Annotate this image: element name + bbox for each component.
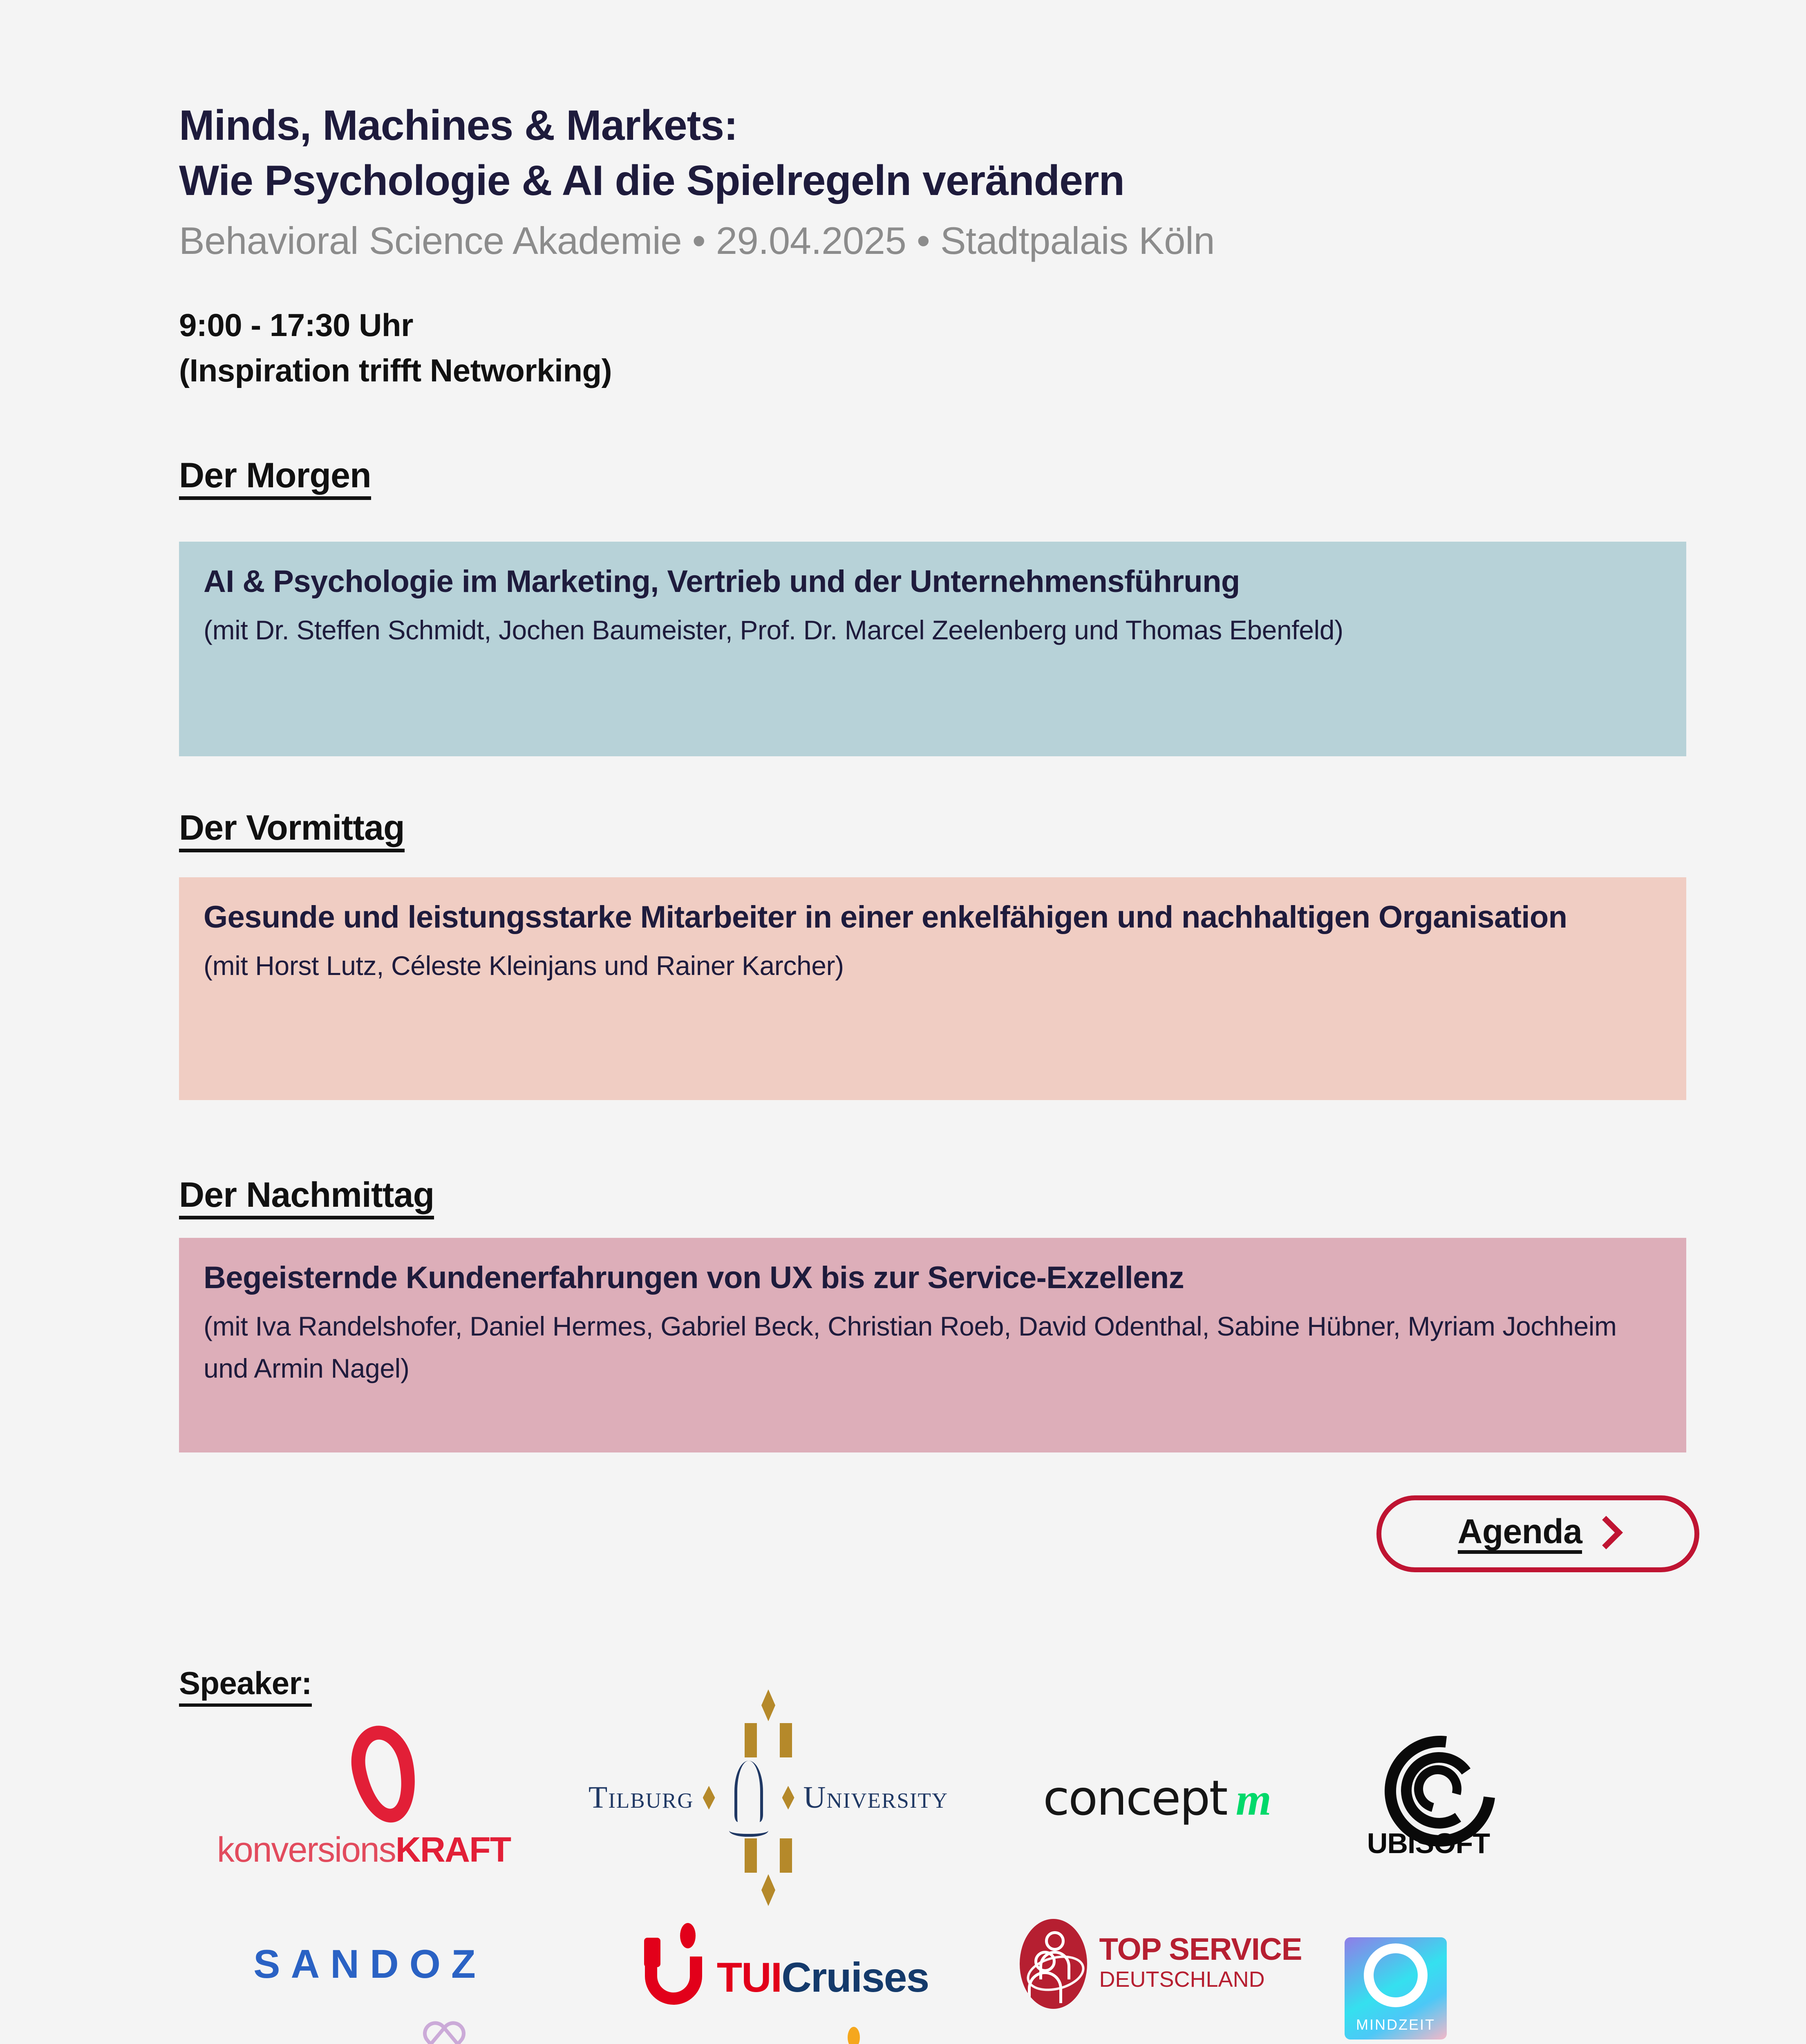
poster-header: Minds, Machines & Markets: Wie Psycholog… — [179, 98, 1691, 267]
tilburg-crest-icon — [724, 1759, 773, 1837]
speakers-heading-text: Speaker: — [179, 1665, 312, 1707]
page-title-line1: Minds, Machines & Markets: — [179, 102, 738, 149]
tilburg-top-ornament-icon — [761, 1689, 775, 1721]
section-heading-morgen: Der Morgen — [179, 458, 371, 500]
ubisoft-wordmark: UBISOFT — [1367, 1827, 1490, 1859]
session-speakers-nachmittag: (mit Iva Randelshofer, Daniel Hermes, Ga… — [204, 1311, 1617, 1384]
event-time-line2: (Inspiration trifft Networking) — [179, 352, 612, 388]
logo-tui-cruises: TUICruises — [576, 1923, 993, 2005]
session-speakers-morgen: (mit Dr. Steffen Schmidt, Jochen Baumeis… — [204, 615, 1343, 645]
logo-mindzeit: MINDZEIT — [1328, 1937, 1463, 2040]
session-title-nachmittag: Begeisternde Kundenerfahrungen von UX bi… — [204, 1260, 1184, 1295]
event-time: 9:00 - 17:30 Uhr (Inspiration trifft Net… — [179, 303, 1405, 393]
heartprint-heart-icon — [418, 2016, 471, 2044]
agenda-button[interactable]: Agenda — [1376, 1495, 1699, 1572]
top-service-wordmark: TOP SERVICE DEUTSCHLAND — [1099, 1932, 1302, 1992]
tilburg-bottom-bars-icon — [745, 1838, 792, 1873]
logo-sandoz: SANDOZ — [163, 1941, 576, 1987]
tilburg-diamond-right-icon — [782, 1786, 794, 1810]
session-block-morgen: AI & Psychologie im Marketing, Vertrieb … — [179, 542, 1686, 756]
tilburg-diamond-left-icon — [703, 1786, 715, 1810]
concept-m-wordmark: concept m — [1043, 1769, 1271, 1826]
logo-top-service-deutschland: TOP SERVICE DEUTSCHLAND — [993, 1919, 1328, 2009]
session-title-vormittag: Gesunde und leistungsstarke Mitarbeiter … — [204, 900, 1567, 935]
logo-row-1: konversionsKRAFT Tilburg University — [163, 1689, 1700, 1906]
page-subtitle: Behavioral Science Akademie • 29.04.2025… — [179, 219, 1215, 262]
session-speakers-vormittag: (mit Horst Lutz, Céleste Kleinjans und R… — [204, 950, 844, 981]
top-service-people-icon — [1019, 1919, 1087, 2009]
tui-cruises-wordmark: TUICruises — [716, 1954, 930, 2001]
konversionskraft-mark-icon — [344, 1720, 425, 1829]
sandoz-wordmark: SANDOZ — [253, 1941, 486, 1986]
logo-ubisoft: UBISOFT — [1341, 1713, 1518, 1869]
konversionskraft-wordmark: konversionsKRAFT — [217, 1830, 511, 1869]
ubisoft-swirl-icon — [1362, 1713, 1518, 1869]
forwardservice-dot-icon — [848, 2026, 860, 2044]
logo-row-2: SANDOZ TUICruises TOP SERVICE DEUTSCHLAN… — [163, 1888, 1700, 2040]
tilburg-top-bars-icon — [745, 1723, 792, 1757]
logo-concept-m: concept m — [973, 1770, 1341, 1826]
tilburg-wordmark: Tilburg University — [589, 1759, 948, 1837]
mindzeit-ring-icon — [1364, 1943, 1428, 2007]
section-heading-vormittag: Der Vormittag — [179, 810, 405, 852]
agenda-button-label: Agenda — [1457, 1514, 1582, 1554]
speakers-heading: Speaker: — [179, 1665, 312, 1707]
speaker-logos: konversionsKRAFT Tilburg University — [163, 1689, 1700, 2044]
page-title-line2: Wie Psychologie & AI die Spielregeln ver… — [179, 157, 1125, 205]
logo-konversionskraft: konversionsKRAFT — [163, 1720, 564, 1870]
chevron-right-icon — [1589, 1515, 1623, 1550]
event-time-line1: 9:00 - 17:30 Uhr — [179, 307, 413, 343]
session-block-nachmittag: Begeisternde Kundenerfahrungen von UX bi… — [179, 1238, 1686, 1452]
mindzeit-tile-icon: MINDZEIT — [1345, 1937, 1447, 2040]
tilburg-bottom-ornament-icon — [761, 1874, 775, 1906]
session-block-vormittag: Gesunde und leistungsstarke Mitarbeiter … — [179, 877, 1686, 1100]
mindzeit-wordmark: MINDZEIT — [1356, 2016, 1435, 2033]
session-title-morgen: AI & Psychologie im Marketing, Vertrieb … — [204, 564, 1240, 599]
section-heading-nachmittag: Der Nachmittag — [179, 1177, 434, 1219]
logo-tilburg-university: Tilburg University — [564, 1689, 973, 1906]
tui-smile-icon — [641, 1923, 706, 2005]
